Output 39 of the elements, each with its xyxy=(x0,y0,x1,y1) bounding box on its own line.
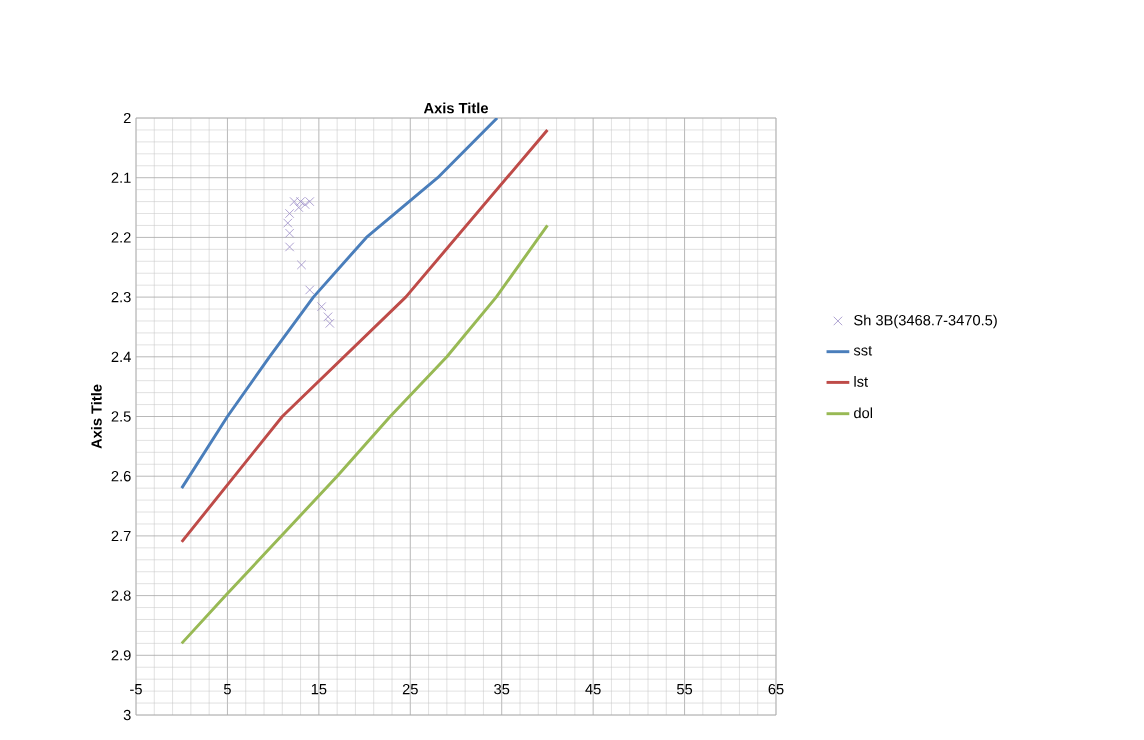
x-tick-label: 45 xyxy=(585,684,601,695)
point xyxy=(284,208,295,219)
y-tick-label: 3 xyxy=(123,709,131,721)
legend-label: sst xyxy=(853,345,873,356)
y-tick-label: 2.9 xyxy=(111,650,131,661)
x-tick-label: 55 xyxy=(677,684,693,695)
y-tick-label: 2.5 xyxy=(111,411,131,422)
point xyxy=(284,242,295,252)
point xyxy=(294,202,304,213)
x-tick-label: 15 xyxy=(311,684,327,695)
y-tick-label: 2.1 xyxy=(111,172,131,183)
y-tick-label: 2.7 xyxy=(111,530,131,542)
line-series xyxy=(180,118,499,490)
point xyxy=(283,218,293,228)
legend-label: lst xyxy=(854,376,868,387)
y-tick-label: 2 xyxy=(123,112,131,124)
x-tick-label: 5 xyxy=(223,684,231,695)
x-tick-label: -5 xyxy=(130,684,142,695)
y-tick-label: 2.8 xyxy=(111,590,131,601)
x-tick-label: 25 xyxy=(402,683,418,695)
point xyxy=(296,260,307,270)
y-tick-label: 2.2 xyxy=(111,232,131,243)
point xyxy=(300,199,310,210)
legend-label: Sh 3B(3468.7-3470.5) xyxy=(854,314,997,329)
line-series xyxy=(180,128,549,544)
point xyxy=(316,302,327,312)
y-tick-label: 2.6 xyxy=(111,471,131,482)
x-tick-label: 65 xyxy=(768,683,784,695)
legend-label: dol xyxy=(854,407,873,419)
point xyxy=(323,312,333,322)
chart-title: Axis Title xyxy=(423,102,488,114)
point xyxy=(305,285,315,295)
y-tick-label: 2.4 xyxy=(111,351,131,362)
line-series xyxy=(180,224,549,645)
point xyxy=(284,228,295,238)
x-tick-label: 35 xyxy=(494,683,510,695)
y-tick-label: 2.3 xyxy=(111,291,131,303)
point xyxy=(325,318,335,329)
y-axis-title: Axis Title xyxy=(90,384,102,449)
